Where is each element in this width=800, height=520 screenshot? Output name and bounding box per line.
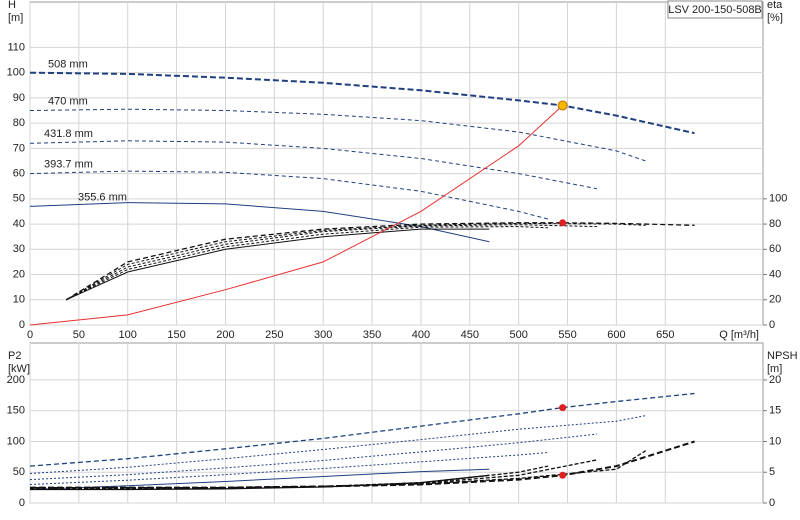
- y2-tick-label: 80: [769, 218, 781, 230]
- y2-axis-label: [%]: [767, 12, 783, 24]
- x-tick-label: 350: [363, 329, 381, 341]
- x-tick-label: 650: [656, 329, 674, 341]
- y-tick-label: 110: [7, 41, 25, 53]
- curve: [29, 452, 549, 485]
- curve: [65, 226, 549, 301]
- model-box: [667, 0, 763, 19]
- curve-label: 355.6 mm: [78, 191, 127, 203]
- y-axis-label: H: [8, 0, 16, 11]
- y-tick-label: 0: [19, 319, 25, 331]
- curve-label: 508 mm: [48, 59, 88, 71]
- y2-tick-label: 20: [769, 374, 781, 386]
- curve: [29, 415, 646, 474]
- curve: [65, 222, 646, 301]
- model-label: LSV 200-150-508B: [668, 4, 762, 16]
- curve: [65, 228, 490, 301]
- x-tick-label: 150: [167, 329, 185, 341]
- y-tick-label: 60: [13, 168, 25, 180]
- duty-point: [559, 404, 567, 412]
- curve: [29, 140, 597, 190]
- x-tick-label: 250: [265, 329, 283, 341]
- y-tick-label: 20: [13, 268, 25, 280]
- x-tick-label: 450: [461, 329, 479, 341]
- curve-label: 470 mm: [48, 95, 88, 107]
- y2-tick-label: 5: [769, 466, 775, 478]
- y-tick-label: 80: [13, 117, 25, 129]
- curve: [29, 433, 597, 481]
- y2-tick-label: 100: [769, 193, 787, 205]
- duty-point: [559, 219, 567, 227]
- x-tick-label: 0: [27, 329, 33, 341]
- y2-tick-label: 0: [769, 319, 775, 331]
- y2-tick-label: 0: [769, 497, 775, 509]
- y2-tick-label: 10: [769, 435, 781, 447]
- x-tick-label: 400: [412, 329, 430, 341]
- curve-label: 393.7 mm: [44, 159, 93, 171]
- y-tick-label: 50: [13, 466, 25, 478]
- plot-area: [29, 1, 764, 326]
- y-axis-label: P2: [8, 350, 21, 362]
- y2-tick-label: 15: [769, 405, 781, 417]
- y-tick-label: 30: [13, 243, 25, 255]
- x-tick-label: 200: [216, 329, 234, 341]
- y-tick-label: 100: [7, 67, 25, 79]
- y2-axis-label: [m]: [767, 363, 782, 375]
- curve: [29, 105, 563, 326]
- y-tick-label: 0: [19, 497, 25, 509]
- x-tick-label: 600: [607, 329, 625, 341]
- curve: [29, 71, 695, 135]
- x-axis-label: Q [m³/h]: [719, 329, 759, 341]
- curve-label: 431.8 mm: [44, 128, 93, 140]
- y-tick-label: 70: [13, 142, 25, 154]
- y-tick-label: 90: [13, 92, 25, 104]
- curve: [29, 170, 549, 220]
- y-tick-label: 200: [7, 374, 25, 386]
- y-axis-label: [m]: [8, 12, 23, 24]
- y2-tick-label: 60: [769, 243, 781, 255]
- duty-point: [559, 471, 567, 479]
- y-tick-label: 50: [13, 193, 25, 205]
- y2-axis-label: eta: [767, 0, 783, 11]
- curve: [29, 392, 695, 467]
- x-tick-label: 500: [509, 329, 527, 341]
- curve: [30, 465, 549, 490]
- x-tick-label: 50: [73, 329, 85, 341]
- x-tick-label: 550: [558, 329, 576, 341]
- y2-tick-label: 40: [769, 268, 781, 280]
- x-tick-label: 100: [119, 329, 137, 341]
- y-tick-label: 100: [7, 435, 25, 447]
- y-tick-label: 40: [13, 218, 25, 230]
- duty-point: [557, 100, 568, 111]
- y-tick-label: 10: [13, 294, 25, 306]
- plot-area: [29, 342, 764, 504]
- curve: [65, 222, 695, 301]
- y-tick-label: 150: [7, 405, 25, 417]
- curve: [30, 474, 490, 491]
- curve: [29, 468, 490, 490]
- y2-axis-label: NPSH: [767, 350, 798, 362]
- y2-tick-label: 20: [769, 294, 781, 306]
- x-tick-label: 300: [314, 329, 332, 341]
- y-axis-label: [kW]: [8, 363, 30, 375]
- curve: [29, 108, 646, 162]
